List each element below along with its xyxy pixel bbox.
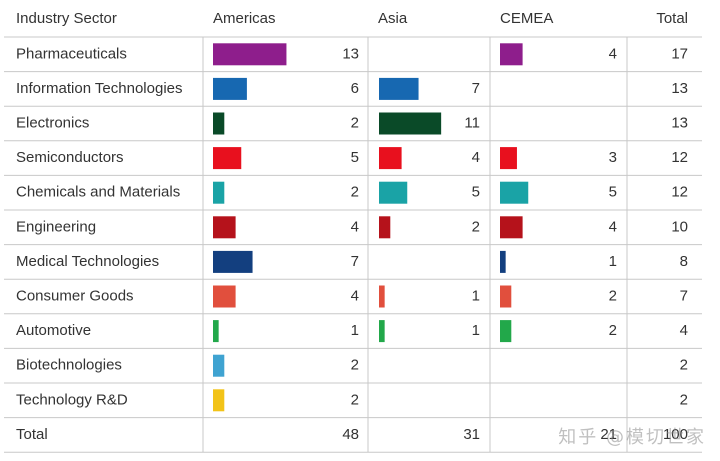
value-total: 12 xyxy=(671,149,688,166)
total-grand: 100 xyxy=(663,426,688,443)
value-total: 13 xyxy=(671,114,688,131)
value-asia: 11 xyxy=(464,114,480,131)
value-cemea: 5 xyxy=(609,184,617,201)
value-americas: 2 xyxy=(351,184,359,201)
bar-americas xyxy=(213,147,242,170)
bar-cemea xyxy=(500,216,523,239)
sector-label: Technology R&D xyxy=(16,391,128,408)
header-americas: Americas xyxy=(213,10,276,27)
sector-label: Pharmaceuticals xyxy=(16,45,127,62)
bar-cemea xyxy=(500,181,529,204)
bar-americas xyxy=(213,43,287,66)
bar-asia xyxy=(379,181,408,204)
value-americas: 6 xyxy=(351,80,359,97)
sector-label: Semiconductors xyxy=(16,149,124,166)
value-americas: 4 xyxy=(351,287,359,304)
bar-americas xyxy=(213,285,236,308)
bar-asia xyxy=(379,285,385,308)
value-asia: 1 xyxy=(472,322,480,339)
value-total: 2 xyxy=(680,391,688,408)
bar-asia xyxy=(379,216,391,239)
sector-label: Electronics xyxy=(16,114,89,131)
bar-americas xyxy=(213,250,253,273)
value-total: 7 xyxy=(680,287,688,304)
value-total: 8 xyxy=(680,253,688,270)
value-total: 2 xyxy=(680,357,688,374)
value-americas: 2 xyxy=(351,391,359,408)
value-cemea: 4 xyxy=(609,45,617,62)
value-cemea: 3 xyxy=(609,149,617,166)
bar-asia xyxy=(379,147,402,170)
total-row-label: Total xyxy=(16,426,48,443)
value-cemea: 2 xyxy=(609,322,617,339)
value-americas: 4 xyxy=(351,218,359,235)
bar-cemea xyxy=(500,250,506,273)
header-asia: Asia xyxy=(378,10,408,27)
value-asia: 7 xyxy=(472,80,480,97)
bar-cemea xyxy=(500,320,512,343)
value-americas: 13 xyxy=(342,45,359,62)
value-cemea: 4 xyxy=(609,218,617,235)
value-cemea: 1 xyxy=(609,253,617,270)
bar-americas xyxy=(213,320,219,343)
bar-americas xyxy=(213,389,225,412)
value-total: 10 xyxy=(671,218,688,235)
value-americas: 2 xyxy=(351,114,359,131)
bar-americas xyxy=(213,354,225,377)
header-cemea: CEMEA xyxy=(500,10,553,27)
value-cemea: 2 xyxy=(609,287,617,304)
header-total: Total xyxy=(656,10,688,27)
value-americas: 7 xyxy=(351,253,359,270)
total-americas: 48 xyxy=(342,426,359,443)
bar-americas xyxy=(213,181,225,204)
bar-americas xyxy=(213,112,225,135)
value-asia: 4 xyxy=(472,149,480,166)
sector-label: Biotechnologies xyxy=(16,357,122,374)
total-cemea: 21 xyxy=(600,426,617,443)
bar-asia xyxy=(379,112,442,135)
sector-label: Information Technologies xyxy=(16,80,183,97)
value-asia: 5 xyxy=(472,184,480,201)
sector-label: Engineering xyxy=(16,218,96,235)
value-asia: 1 xyxy=(472,287,480,304)
sector-label: Automotive xyxy=(16,322,91,339)
bar-asia xyxy=(379,320,385,343)
watermark: 知乎 @模切世家 xyxy=(558,427,706,448)
value-americas: 1 xyxy=(351,322,359,339)
bar-cemea xyxy=(500,285,512,308)
header-industry-sector: Industry Sector xyxy=(16,10,117,27)
bar-americas xyxy=(213,216,236,239)
sector-label: Consumer Goods xyxy=(16,287,134,304)
bar-asia xyxy=(379,77,419,100)
value-total: 12 xyxy=(671,184,688,201)
bar-cemea xyxy=(500,147,517,170)
sector-label: Chemicals and Materials xyxy=(16,184,180,201)
bar-americas xyxy=(213,77,247,100)
value-asia: 2 xyxy=(472,218,480,235)
value-total: 4 xyxy=(680,322,688,339)
bar-cemea xyxy=(500,43,523,66)
value-americas: 5 xyxy=(351,149,359,166)
value-americas: 2 xyxy=(351,357,359,374)
value-total: 17 xyxy=(671,45,688,62)
value-total: 13 xyxy=(671,80,688,97)
sector-label: Medical Technologies xyxy=(16,253,159,270)
total-asia: 31 xyxy=(463,426,480,443)
